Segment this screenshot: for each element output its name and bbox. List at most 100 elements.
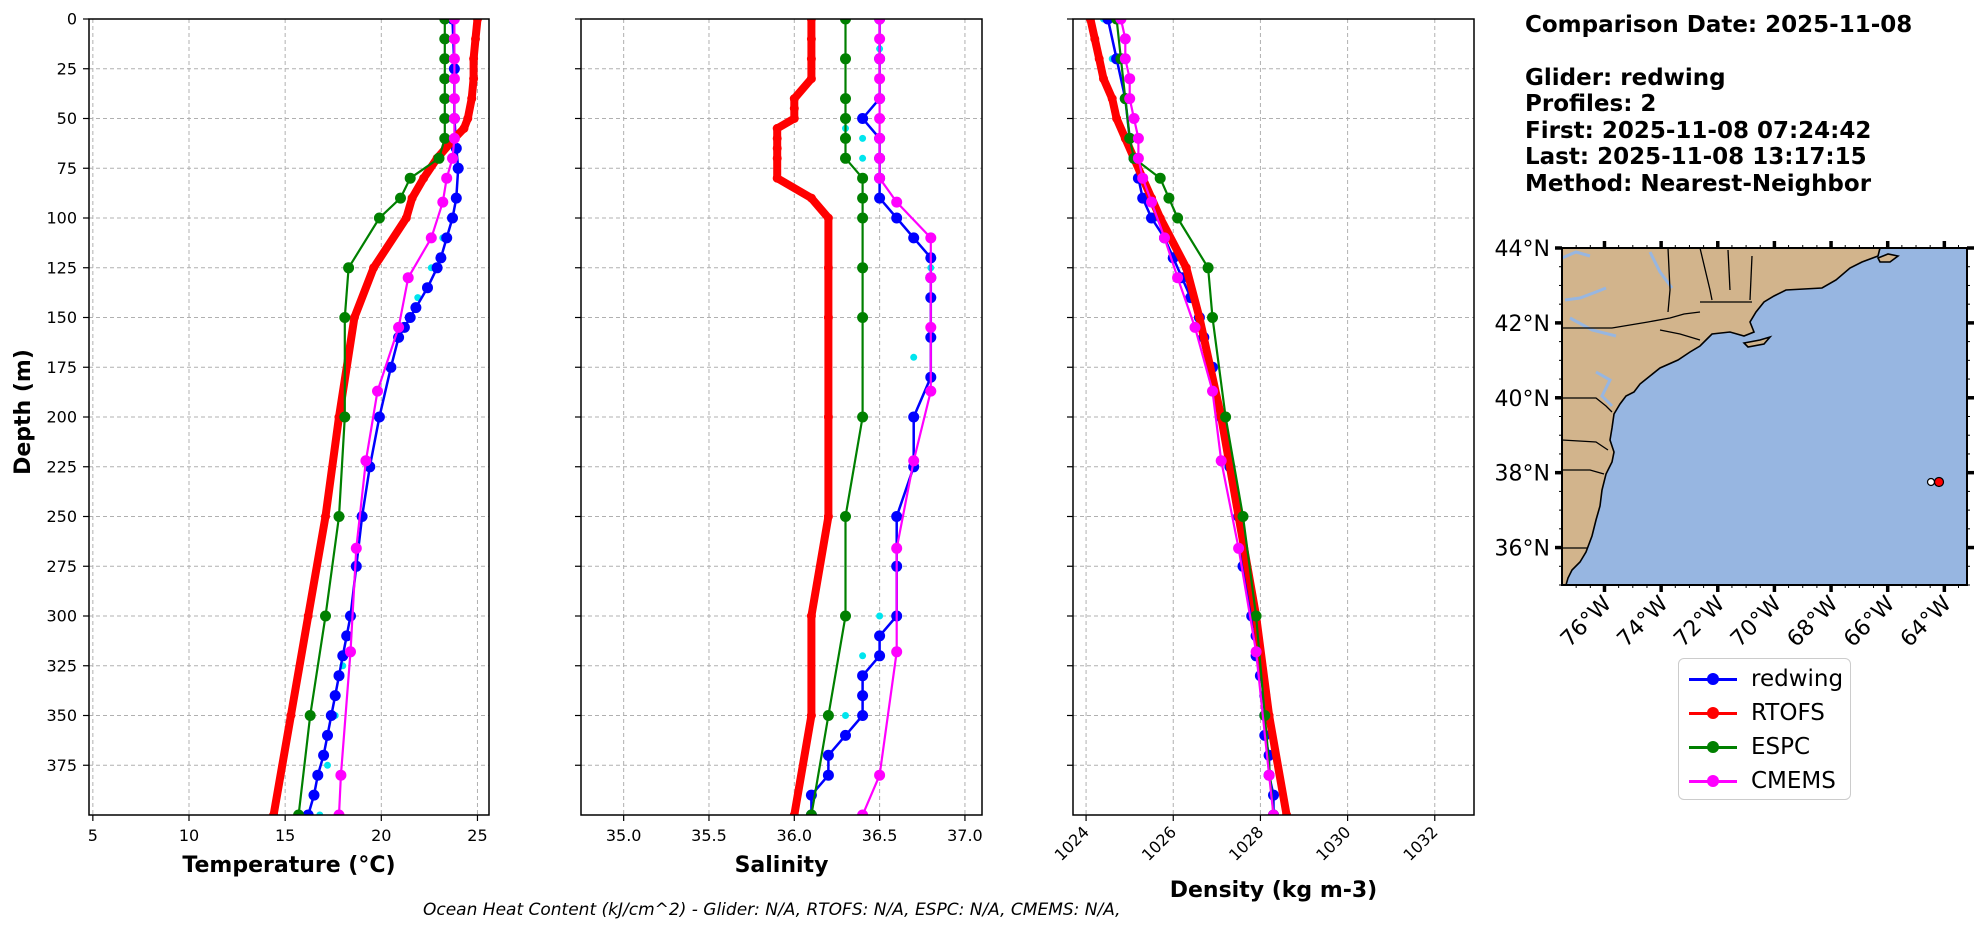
data-point-espc [857, 212, 869, 224]
map-lon-label: 70°W [1726, 591, 1787, 652]
map-lakes [1561, 250, 1674, 408]
first-time: First: 2025-11-08 07:24:42 [1525, 117, 1872, 144]
data-point-rtofs [789, 810, 799, 815]
data-point-redwing [435, 252, 447, 264]
data-point-rtofs [772, 143, 782, 153]
data-point-cmems [360, 455, 372, 467]
data-point-rtofs [473, 19, 482, 24]
data-point-espc [857, 172, 869, 184]
data-point-espc [439, 53, 451, 65]
data-point-rtofs [806, 54, 816, 64]
map-lon-label: 68°W [1783, 591, 1844, 652]
data-point-cmems [908, 455, 920, 467]
data-point-cmems [1119, 33, 1131, 45]
data-point-cmems [447, 152, 458, 164]
data-point-espc [840, 113, 851, 124]
x-axis-label: Salinity [735, 853, 829, 878]
data-point-espc [1124, 132, 1136, 144]
data-point-espc [1163, 192, 1175, 204]
data-point-rtofs [806, 711, 816, 720]
data-point-espc [857, 312, 869, 323]
data-point-cmems [1172, 272, 1184, 284]
data-point-redwing [891, 212, 903, 224]
map-lon-label: 72°W [1669, 591, 1730, 652]
data-point-espc [1250, 610, 1262, 622]
legend-label: redwing [1751, 666, 1844, 692]
data-point-espc [395, 192, 406, 204]
profile-count: Profiles: 2 [1525, 91, 1657, 117]
data-point-cmems [1132, 132, 1144, 144]
data-point-redwing [318, 749, 330, 761]
data-point-cmems [1215, 455, 1227, 467]
data-point-cmems [925, 321, 937, 333]
data-point-rtofs [269, 810, 279, 815]
data-point-espc [1202, 262, 1214, 274]
data-point-rtofs [463, 114, 473, 123]
series-group [1085, 19, 1292, 815]
data-point-rtofs [772, 153, 782, 163]
data-point-cmems [857, 809, 869, 815]
data-point-rtofs [1107, 94, 1117, 104]
data-point-espc [433, 152, 445, 164]
data-point-redwing [441, 232, 453, 244]
data-point-cmems [874, 769, 886, 781]
data-point-cmems [1250, 646, 1262, 658]
legend: redwing RTOFS ESPC CMEMS [1678, 658, 1851, 800]
data-point-rtofs [823, 512, 833, 521]
y-tick-label: 250 [46, 507, 77, 526]
data-point-redwing-raw [842, 712, 849, 719]
data-point-cmems [372, 385, 383, 397]
data-point-espc [339, 312, 351, 323]
y-tick-label: 25 [57, 59, 77, 78]
y-tick-label: 50 [57, 109, 77, 128]
y-tick-label: 225 [46, 457, 77, 476]
data-point-redwing [302, 809, 314, 815]
data-point-espc [404, 172, 416, 184]
data-point-rtofs [806, 19, 816, 24]
x-tick-label: 20 [371, 826, 391, 845]
data-point-redwing [840, 729, 851, 741]
data-point-cmems [925, 232, 937, 244]
x-tick-label: 1026 [1138, 822, 1180, 864]
legend-label: RTOFS [1751, 700, 1825, 726]
data-point-espc [320, 610, 331, 622]
data-point-espc [439, 93, 451, 105]
data-point-redwing [908, 411, 920, 423]
data-point-redwing-raw [876, 612, 884, 620]
data-point-rtofs [469, 74, 479, 84]
map-borders [1561, 247, 1753, 549]
data-point-redwing [1137, 192, 1149, 204]
series-group [772, 19, 937, 815]
data-point-espc [333, 511, 345, 522]
data-point-cmems [1128, 113, 1140, 124]
data-point-rtofs [1085, 19, 1095, 24]
data-point-cmems [891, 646, 903, 658]
data-point-redwing [857, 113, 869, 124]
data-point-espc [857, 262, 869, 274]
data-point-redwing-raw [859, 134, 867, 142]
map-lon-label: 64°W [1896, 591, 1957, 652]
data-point-redwing-raw [910, 353, 918, 361]
data-point-espc [1220, 411, 1232, 423]
data-point-redwing-raw [316, 811, 324, 815]
data-point-cmems [1132, 152, 1144, 164]
data-point-rtofs [369, 263, 379, 273]
model-position-marker [1933, 476, 1945, 488]
data-point-cmems [345, 646, 356, 658]
data-point-cmems [874, 73, 886, 85]
data-point-redwing [329, 690, 341, 702]
x-tick-label: 15 [275, 826, 295, 845]
data-point-redwing [857, 710, 869, 721]
y-tick-label: 175 [46, 358, 77, 377]
data-point-cmems [891, 542, 903, 554]
data-point-cmems [1115, 19, 1127, 25]
data-point-espc [439, 73, 451, 85]
data-point-rtofs [772, 173, 782, 183]
data-point-espc [840, 152, 851, 164]
map-lat-label: 42°N [1495, 312, 1550, 337]
data-point-espc [339, 411, 351, 423]
data-point-redwing [891, 511, 903, 522]
x-tick-label: 35.0 [606, 826, 642, 845]
legend-label: ESPC [1751, 734, 1811, 760]
data-point-redwing [857, 690, 869, 702]
